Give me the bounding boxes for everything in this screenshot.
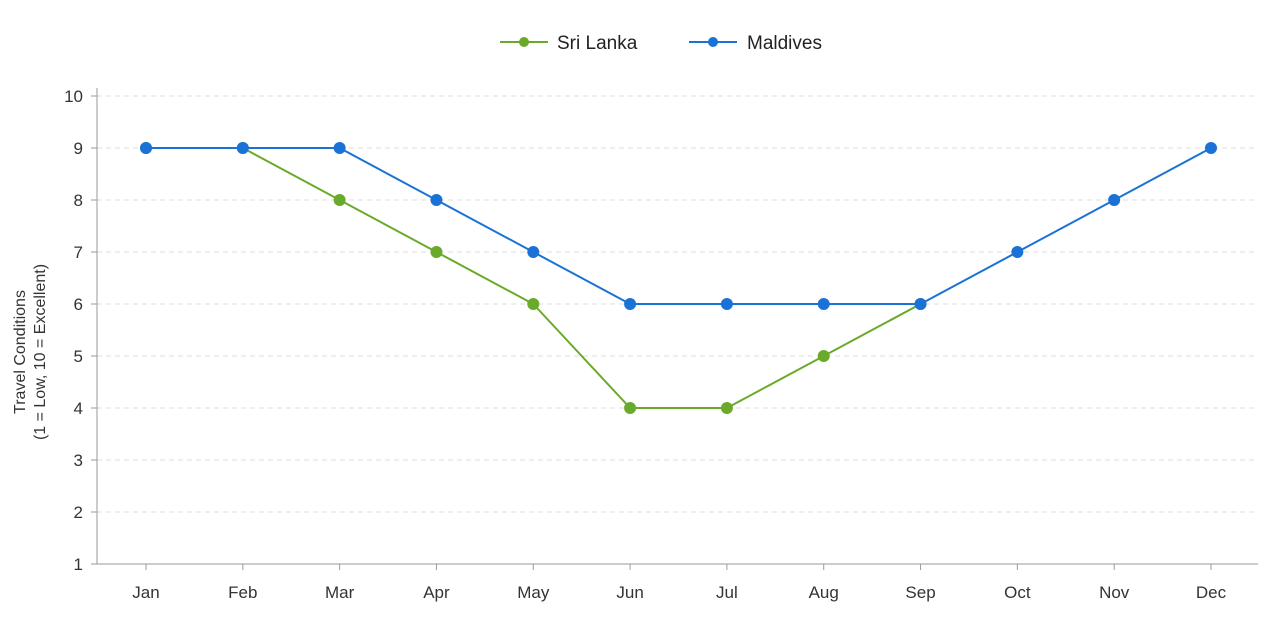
data-point-maldives-mar[interactable]: [333, 142, 346, 154]
x-tick-label-jun: Jun: [616, 583, 643, 602]
data-point-sri-lanka-jun[interactable]: [624, 402, 637, 414]
data-point-sri-lanka-aug[interactable]: [817, 350, 830, 362]
x-tick-label-oct: Oct: [1004, 583, 1031, 602]
legend: Sri Lanka Maldives: [500, 33, 822, 54]
y-tick-label-4: 4: [74, 399, 83, 418]
data-point-maldives-may[interactable]: [527, 246, 540, 258]
data-point-maldives-sep[interactable]: [914, 298, 927, 310]
y-axis-title-line-2: (1 = Low, 10 = Excellent): [32, 264, 49, 440]
y-tick-label-9: 9: [74, 139, 83, 158]
series-line-sri-lanka: [146, 147, 922, 409]
y-tick-label-2: 2: [74, 503, 83, 522]
data-point-maldives-jun[interactable]: [624, 298, 637, 310]
data-point-maldives-nov[interactable]: [1108, 194, 1121, 206]
x-tick-label-jan: Jan: [132, 583, 159, 602]
data-point-maldives-dec[interactable]: [1205, 142, 1217, 154]
y-tick-label-1: 1: [74, 555, 83, 574]
x-tick-label-apr: Apr: [423, 583, 450, 602]
y-tick-labels: 1 2 3 4 5 6 7 8 9 10: [64, 87, 97, 574]
series-sri-lanka: [140, 142, 927, 414]
x-tick-label-nov: Nov: [1099, 583, 1130, 602]
x-tick-label-aug: Aug: [809, 583, 839, 602]
y-tick-label-6: 6: [74, 295, 83, 314]
data-point-maldives-feb[interactable]: [236, 142, 249, 154]
data-point-maldives-oct[interactable]: [1011, 246, 1024, 258]
legend-marker-sri-lanka: [519, 37, 529, 47]
legend-item-maldives[interactable]: Maldives: [689, 33, 822, 54]
x-tick-label-may: May: [517, 583, 550, 602]
data-point-sri-lanka-mar[interactable]: [333, 194, 346, 206]
data-point-maldives-apr[interactable]: [430, 194, 443, 206]
y-axis-title-line-1: Travel Conditions: [12, 290, 29, 414]
data-point-maldives-aug[interactable]: [817, 298, 830, 310]
y-tick-label-7: 7: [74, 243, 83, 262]
data-point-sri-lanka-apr[interactable]: [430, 246, 443, 258]
x-tick-label-jul: Jul: [716, 583, 738, 602]
legend-label-sri-lanka: Sri Lanka: [557, 33, 638, 54]
x-tick-label-dec: Dec: [1196, 583, 1227, 602]
series-line-maldives: [146, 147, 1212, 305]
axes: [96, 88, 1258, 565]
y-axis-title: Travel Conditions (1 = Low, 10 = Excelle…: [12, 264, 49, 440]
series-maldives: [140, 142, 1217, 310]
x-tick-label-feb: Feb: [228, 583, 257, 602]
data-point-maldives-jul[interactable]: [720, 298, 733, 310]
legend-marker-maldives: [708, 37, 718, 47]
data-point-sri-lanka-may[interactable]: [527, 298, 540, 310]
legend-label-maldives: Maldives: [747, 33, 822, 54]
y-tick-label-3: 3: [74, 451, 83, 470]
y-tick-label-10: 10: [64, 87, 83, 106]
series-layer: [140, 142, 1217, 414]
data-point-maldives-jan[interactable]: [140, 142, 152, 154]
legend-item-sri-lanka[interactable]: Sri Lanka: [500, 33, 638, 54]
x-tick-label-sep: Sep: [905, 583, 935, 602]
x-tick-labels: Jan Feb Mar Apr May Jun Jul Aug Sep Oct Nov Dec: [132, 564, 1227, 602]
x-tick-label-mar: Mar: [325, 583, 355, 602]
y-tick-label-5: 5: [74, 347, 83, 366]
data-point-sri-lanka-jul[interactable]: [720, 402, 733, 414]
y-tick-label-8: 8: [74, 191, 83, 210]
